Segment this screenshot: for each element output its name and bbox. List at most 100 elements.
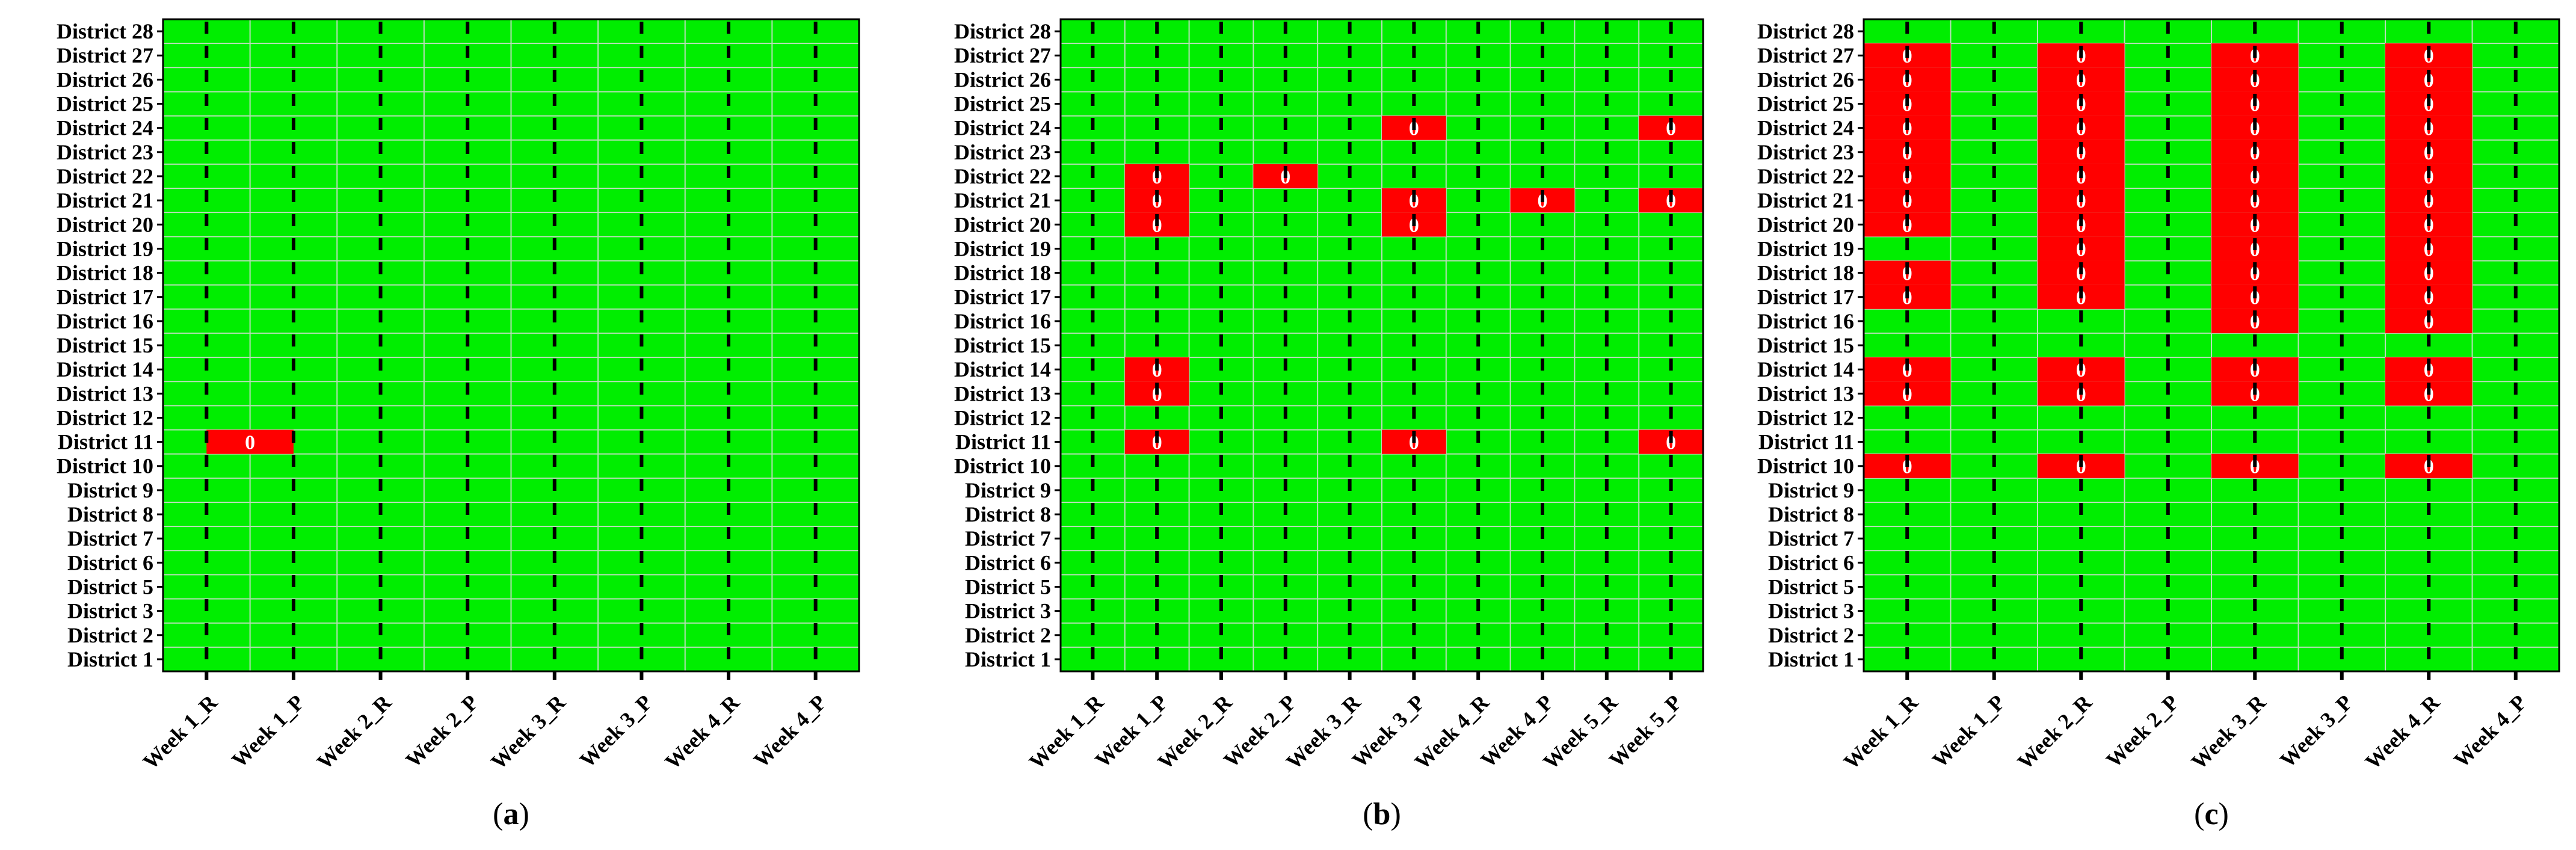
y-tick-label: District 6	[67, 550, 153, 574]
x-tick-label: Week 2_P	[2101, 690, 2183, 772]
y-tick-label: District 24	[1757, 116, 1854, 140]
y-tick-label: District 6	[965, 550, 1051, 574]
y-tick-label: District 2	[67, 623, 153, 647]
x-tick-label: Week 3_P	[2275, 690, 2357, 772]
x-tick-label: Week 2_R	[2013, 690, 2097, 774]
cell-value-label: 0	[1666, 432, 1676, 454]
y-tick-label: District 25	[954, 92, 1051, 116]
y-tick-label: District 18	[1757, 261, 1854, 285]
y-tick-label: District 11	[1758, 430, 1854, 454]
y-tick-label: District 24	[954, 116, 1051, 140]
cell-value-label: 0	[2250, 456, 2260, 478]
cell-value-label: 0	[1409, 432, 1419, 454]
x-tick-label: Week 4_R	[660, 690, 744, 774]
panel-c: 0000000000000000000000000000000000000000…	[1757, 18, 2560, 831]
y-tick-label: District 10	[954, 454, 1051, 478]
y-tick-label: District 11	[955, 430, 1051, 454]
y-tick-label: District 13	[57, 381, 153, 405]
y-tick-label: District 28	[57, 19, 153, 43]
y-tick-label: District 1	[1768, 647, 1854, 671]
y-tick-label: District 10	[57, 454, 153, 478]
x-tick-label: Week 4_R	[2361, 690, 2445, 774]
x-tick-label: Week 1_P	[227, 690, 309, 772]
y-tick-label: District 9	[965, 478, 1051, 502]
y-tick-label: District 18	[954, 261, 1051, 285]
panel-label: (b)	[1363, 797, 1401, 831]
y-tick-label: District 21	[57, 188, 153, 212]
y-tick-label: District 1	[67, 647, 153, 671]
y-tick-label: District 3	[67, 599, 153, 623]
y-tick-label: District 7	[1768, 526, 1854, 550]
y-tick-label: District 11	[58, 430, 153, 454]
x-tick-label: Week 1_R	[138, 690, 223, 774]
cell-value-label: 0	[1902, 456, 1912, 478]
cell-value-label: 0	[1152, 432, 1162, 454]
y-tick-label: District 10	[1757, 454, 1854, 478]
y-tick-label: District 15	[57, 333, 153, 357]
x-tick-label: Week 1_R	[1839, 690, 1923, 774]
y-tick-label: District 6	[1768, 550, 1854, 574]
y-tick-label: District 5	[965, 574, 1051, 599]
y-tick-label: District 5	[1768, 574, 1854, 599]
x-tick-label: Week 1_P	[1927, 690, 2009, 772]
y-tick-label: District 15	[954, 333, 1051, 357]
y-tick-label: District 22	[954, 164, 1051, 188]
x-tick-label: Week 2_R	[312, 690, 396, 774]
y-tick-label: District 7	[965, 526, 1051, 550]
y-tick-label: District 16	[57, 309, 153, 333]
y-tick-label: District 7	[67, 526, 153, 550]
y-tick-label: District 8	[1768, 502, 1854, 526]
x-tick-label: Week 3_P	[575, 690, 657, 772]
y-tick-label: District 27	[1757, 43, 1854, 67]
panel-label: (a)	[493, 797, 529, 831]
x-tick-label: Week 4_P	[749, 690, 831, 772]
y-tick-label: District 23	[954, 140, 1051, 164]
y-tick-label: District 13	[1757, 381, 1854, 405]
y-tick-label: District 3	[1768, 599, 1854, 623]
y-tick-label: District 22	[1757, 164, 1854, 188]
y-tick-label: District 28	[1757, 19, 1854, 43]
y-tick-label: District 17	[954, 285, 1051, 309]
y-tick-label: District 25	[57, 92, 153, 116]
y-tick-label: District 17	[57, 285, 153, 309]
y-tick-label: District 12	[954, 405, 1051, 430]
y-tick-label: District 27	[57, 43, 153, 67]
y-tick-label: District 20	[1757, 212, 1854, 236]
y-tick-label: District 21	[1757, 188, 1854, 212]
y-tick-label: District 8	[965, 502, 1051, 526]
y-tick-label: District 28	[954, 19, 1051, 43]
y-tick-label: District 26	[954, 67, 1051, 91]
y-tick-label: District 20	[954, 212, 1051, 236]
y-tick-label: District 12	[57, 405, 153, 430]
y-tick-label: District 13	[954, 381, 1051, 405]
y-tick-label: District 15	[1757, 333, 1854, 357]
y-tick-label: District 19	[1757, 236, 1854, 260]
y-tick-label: District 14	[57, 357, 153, 381]
x-tick-label: Week 3_R	[486, 690, 570, 774]
cell-value-label: 0	[2076, 456, 2086, 478]
y-tick-label: District 16	[1757, 309, 1854, 333]
y-tick-label: District 23	[1757, 140, 1854, 164]
y-tick-label: District 14	[1757, 357, 1854, 381]
y-tick-label: District 5	[67, 574, 153, 599]
y-tick-label: District 8	[67, 502, 153, 526]
y-tick-label: District 17	[1757, 285, 1854, 309]
y-tick-label: District 26	[57, 67, 153, 91]
cell-value-label: 0	[245, 432, 255, 454]
y-tick-label: District 25	[1757, 92, 1854, 116]
y-tick-label: District 1	[965, 647, 1051, 671]
y-tick-label: District 9	[1768, 478, 1854, 502]
y-tick-label: District 27	[954, 43, 1051, 67]
y-tick-label: District 20	[57, 212, 153, 236]
x-tick-label: Week 2_P	[401, 690, 482, 772]
panel-label: (c)	[2194, 797, 2229, 831]
y-tick-label: District 12	[1757, 405, 1854, 430]
y-tick-label: District 19	[57, 236, 153, 260]
y-tick-label: District 18	[57, 261, 153, 285]
y-tick-label: District 14	[954, 357, 1051, 381]
highlight-cell	[206, 430, 294, 454]
y-tick-label: District 21	[954, 188, 1051, 212]
